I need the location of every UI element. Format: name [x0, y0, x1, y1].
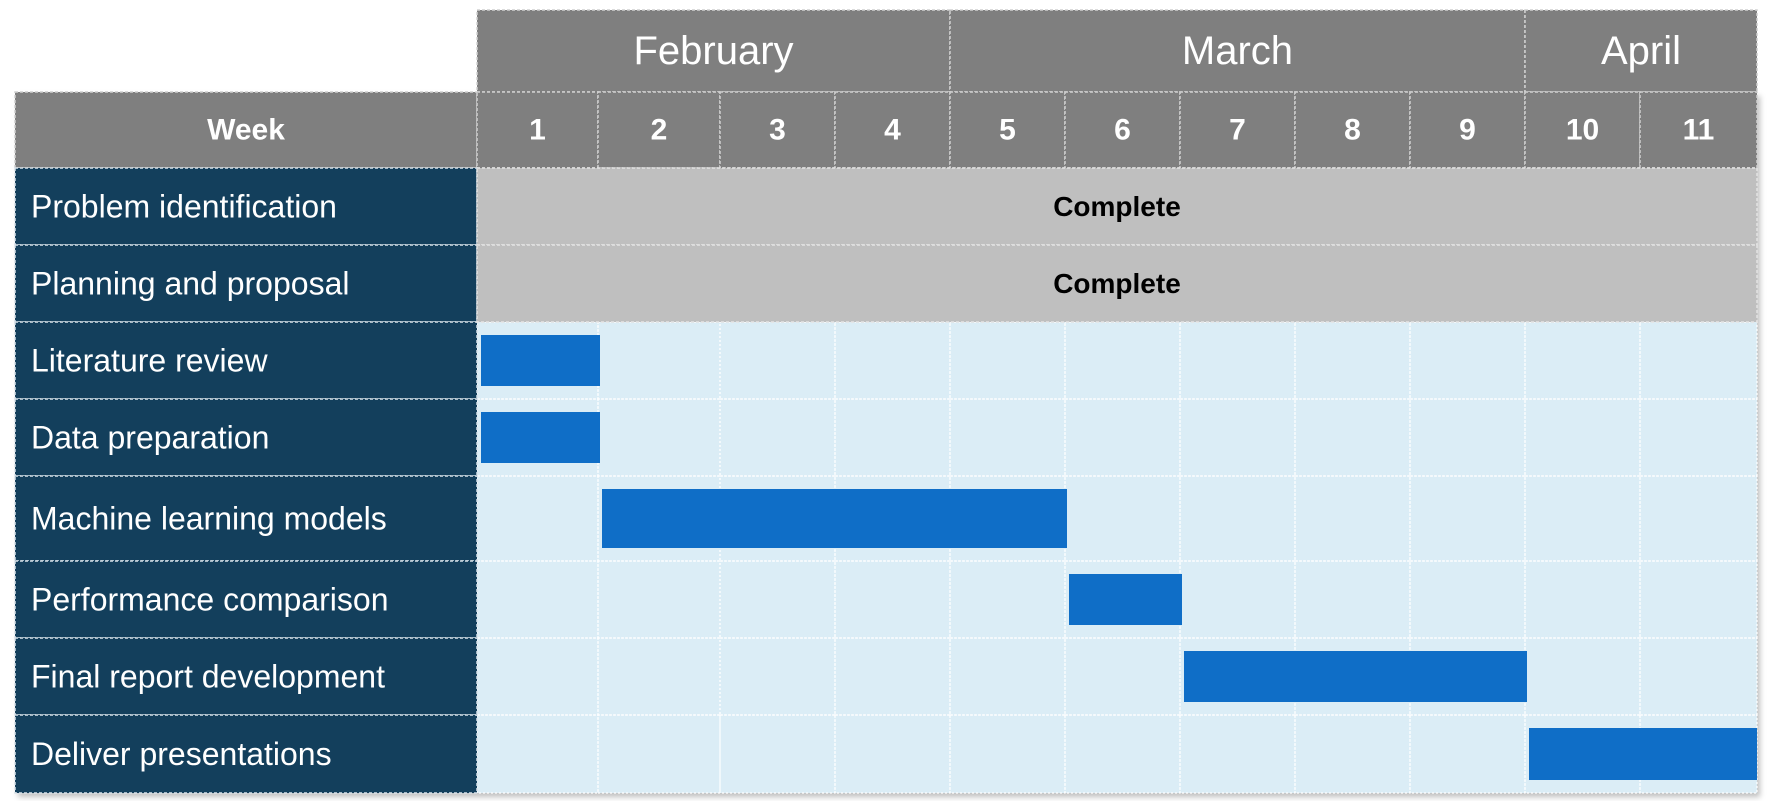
task-bar: [602, 489, 1067, 548]
week-tick-label: 11: [1683, 114, 1715, 147]
week-cell: [1639, 91, 1758, 169]
week-cell: [1064, 91, 1181, 169]
week-tick-label: 7: [1229, 114, 1246, 147]
grid-cell: [1639, 560, 1758, 639]
task-bar: [481, 335, 600, 386]
grid-cell: [1639, 475, 1758, 562]
timeline-header: February March April Week 1 2 3 4 5 6 7 8 9 10 11: [14, 9, 1758, 169]
grid-cell: [1409, 714, 1526, 794]
task-label: Problem identification: [31, 189, 337, 225]
status-label: Complete: [1053, 268, 1181, 299]
grid-cell: [1639, 321, 1758, 400]
week-cell: [476, 91, 599, 169]
task-label: Data preparation: [31, 420, 269, 456]
month-label: February: [633, 29, 793, 73]
week-tick-label: 5: [999, 114, 1016, 147]
task-bar: [1529, 728, 1757, 780]
week-cell: [1524, 91, 1641, 169]
status-label: Complete: [1053, 191, 1181, 222]
grid-cell: [949, 714, 1066, 794]
month-label: March: [1182, 29, 1293, 73]
task-label: Machine learning models: [31, 501, 387, 537]
month-cell: [1524, 9, 1758, 93]
week-cell: [1294, 91, 1411, 169]
task-cell: [14, 714, 478, 794]
complete-band: [476, 167, 1758, 246]
task-label: Planning and proposal: [31, 266, 349, 302]
grid-cell: [1179, 714, 1296, 794]
task-cell: [14, 560, 478, 639]
task-cell: [14, 475, 478, 562]
task-label: Final report development: [31, 659, 385, 695]
month-cell: [476, 9, 951, 93]
week-tick-label: 2: [651, 114, 668, 147]
month-cell: [949, 9, 1526, 93]
week-tick-label: 8: [1344, 114, 1361, 147]
task-bars: Complete Complete: [476, 167, 1758, 780]
task-label: Literature review: [31, 343, 268, 379]
grid-cell: [1294, 714, 1411, 794]
task-label: Deliver presentations: [31, 736, 332, 772]
task-cell: [14, 637, 478, 716]
week-cell: [597, 91, 721, 169]
task-cell: [14, 321, 478, 400]
task-label: Performance comparison: [31, 582, 388, 618]
week-tick-label: 9: [1459, 114, 1476, 147]
week-tick-label: 4: [884, 114, 901, 147]
week-cell: [1409, 91, 1526, 169]
complete-band: [476, 244, 1758, 323]
month-label: April: [1601, 29, 1681, 73]
grid-cell: [719, 714, 836, 794]
grid-cell: [1639, 398, 1758, 477]
week-tick-label: 6: [1114, 114, 1131, 147]
week-header-label: Week: [207, 114, 285, 147]
grid-cell: [1064, 714, 1181, 794]
task-column: Problem identification Planning and propo…: [14, 167, 478, 794]
week-cell: [834, 91, 951, 169]
grid-cell: [834, 714, 951, 794]
week-tick-label: 3: [769, 114, 786, 147]
week-tick-label: 10: [1566, 114, 1599, 147]
task-bar: [481, 412, 600, 463]
week-cell: [1179, 91, 1296, 169]
week-tick-label: 1: [529, 114, 546, 147]
task-bar: [1184, 651, 1527, 702]
week-cell: [719, 91, 836, 169]
grid-cell: [597, 714, 721, 794]
task-bar: [1069, 574, 1182, 625]
week-header-cell: [14, 91, 478, 169]
grid-cell: [1639, 637, 1758, 716]
task-cell: [14, 398, 478, 477]
task-cell: [14, 167, 478, 246]
